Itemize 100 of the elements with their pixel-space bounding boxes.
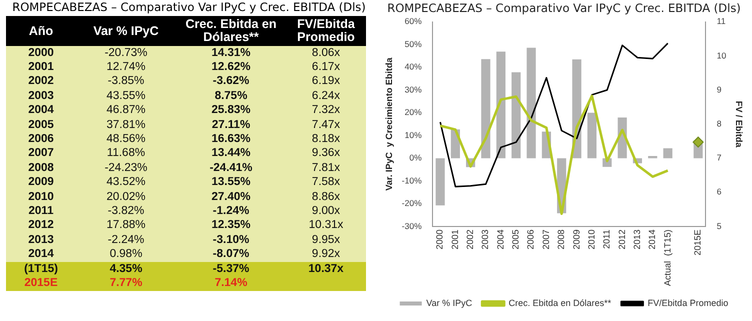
x-tick-label: 2006 xyxy=(526,229,536,250)
legend-label: Var % IPyC xyxy=(426,298,473,308)
x-tick-label: 2008 xyxy=(556,229,566,250)
x-tick-label: 2003 xyxy=(480,229,490,250)
x-tick-label: 2002 xyxy=(465,229,476,250)
y2-tick-label: 10 xyxy=(716,50,726,60)
chart-title: ROMPECABEZAS – Comparativo Var IPyC y Crec. EBITDA (Dls) xyxy=(11,0,367,14)
x-tick-label: 2004 xyxy=(495,229,506,250)
data-label: 6.19x xyxy=(286,74,366,90)
data-label: 25.83% xyxy=(176,104,286,118)
data-label: 27.40% xyxy=(176,190,286,204)
data-label: 16.63% xyxy=(176,132,286,147)
data-label: 6.17x xyxy=(286,60,366,75)
bar xyxy=(436,158,445,206)
y-axis-title: Año xyxy=(28,22,54,40)
y-tick-label: -10% xyxy=(402,175,422,186)
data-label: 14.31% xyxy=(176,46,286,60)
y-tick-label: 40% xyxy=(404,62,422,72)
y2-axis-title: FV / Ebitda xyxy=(734,100,744,148)
data-label: 9.00x xyxy=(286,204,366,219)
y-tick-label: 2015E xyxy=(23,276,59,291)
data-label: -20.73% xyxy=(76,46,176,60)
data-label: 8.06x xyxy=(286,46,366,60)
x-tick-label: 2000 xyxy=(434,229,445,250)
y-tick-label: 2010 xyxy=(27,190,55,204)
data-label: 8.75% xyxy=(176,89,286,104)
y-tick-label: 2002 xyxy=(27,74,55,90)
data-label: 6.24x xyxy=(286,89,366,104)
data-label: -24.23% xyxy=(76,161,176,176)
y-tick-label: (1T15) xyxy=(23,262,59,276)
data-label: -3.62% xyxy=(176,74,286,90)
y-tick-label: 2004 xyxy=(27,104,55,118)
data-label: 12.62% xyxy=(176,60,286,75)
x-tick-label: 2013 xyxy=(632,229,642,250)
data-label: 13.55% xyxy=(176,176,286,190)
x-tick-label: 2001 xyxy=(450,229,460,250)
data-label: 46.87% xyxy=(76,104,176,118)
legend-label: Crec. Ebitda en Dólares** xyxy=(508,298,612,308)
y2-tick-label: 7 xyxy=(716,152,722,163)
chart-title: ROMPECABEZAS – Comparativo Var IPyC y Crec. EBITDA (Dls) xyxy=(387,0,741,15)
data-label: 13.44% xyxy=(176,146,286,162)
data-label: 43.52% xyxy=(76,176,176,190)
data-label: -2.24% xyxy=(76,233,176,248)
y-tick-label: -20% xyxy=(402,198,422,208)
y-tick-label: 30% xyxy=(404,84,422,94)
x-tick-label: 2010 xyxy=(586,229,596,250)
data-label: 11.68% xyxy=(76,146,176,162)
data-label: -1.24% xyxy=(176,204,286,219)
bar xyxy=(496,52,506,158)
y-tick-label: 50% xyxy=(404,38,422,49)
y-tick-label: 2000 xyxy=(27,46,55,60)
data-label: 9.36x xyxy=(286,146,366,162)
data-label: 7.47x xyxy=(286,118,366,132)
y-tick-label: 0% xyxy=(409,152,422,163)
x-tick-label: 2007 xyxy=(540,229,551,250)
y-tick-label: -30% xyxy=(402,220,422,231)
y-tick-label: 2005 xyxy=(27,118,55,132)
data-label: 12.74% xyxy=(76,60,176,75)
x-tick-label: 2005 xyxy=(510,229,521,250)
data-label: 7.14% xyxy=(176,276,286,291)
y-tick-label: 2012 xyxy=(27,218,55,234)
x-tick-label: 2014 xyxy=(647,229,658,250)
x-tick-label: 2009 xyxy=(571,229,582,250)
data-label: 7.81x xyxy=(286,161,366,176)
data-label: 17.88% xyxy=(76,218,176,234)
data-label: 27.11% xyxy=(176,118,286,132)
y2-tick-label: 5 xyxy=(716,220,722,231)
y-tick-label: 2008 xyxy=(27,161,55,176)
x-tick-label: Var % IPyC xyxy=(92,22,160,40)
data-label: 4.35% xyxy=(76,262,176,276)
data-label: 9.92x xyxy=(286,247,366,262)
y-tick-label: 2006 xyxy=(27,132,55,147)
bar xyxy=(663,148,672,158)
bar xyxy=(587,112,597,158)
bar xyxy=(648,156,658,158)
x-tick-label: Crec. Ebitda en Dólares** xyxy=(184,16,278,46)
x-tick-label: FV/Ebitda Promedio xyxy=(296,16,356,46)
bar xyxy=(526,48,536,158)
data-label: 12.35% xyxy=(176,218,286,234)
y-tick-label: 60% xyxy=(404,16,422,26)
y-tick-label: 2007 xyxy=(27,146,55,162)
data-label: -3.85% xyxy=(76,74,176,90)
y2-tick-label: 11 xyxy=(716,16,726,26)
data-label: 0.98% xyxy=(76,247,176,262)
y-axis-title: Var. IPyC y Crecimiento Ebitda xyxy=(384,56,394,191)
y-tick-label: 10% xyxy=(404,130,422,140)
x-tick-label: 2015E xyxy=(692,229,703,256)
data-label: 9.95x xyxy=(286,233,366,248)
data-label: -8.07% xyxy=(176,247,286,262)
data-label: 43.55% xyxy=(76,89,176,104)
data-label: -3.82% xyxy=(76,204,176,219)
y2-tick-label: 8 xyxy=(716,118,722,128)
data-label: 10.37x xyxy=(286,262,366,276)
y-tick-label: 2003 xyxy=(27,89,55,104)
legend-label: FV/Ebitda Promedio xyxy=(648,298,728,308)
y-tick-label: 2011 xyxy=(28,204,54,219)
data-label: -24.41% xyxy=(176,161,286,176)
data-label: 7.32x xyxy=(286,104,366,118)
data-label: 8.18x xyxy=(286,132,366,147)
x-tick-label: 2011 xyxy=(602,229,612,249)
